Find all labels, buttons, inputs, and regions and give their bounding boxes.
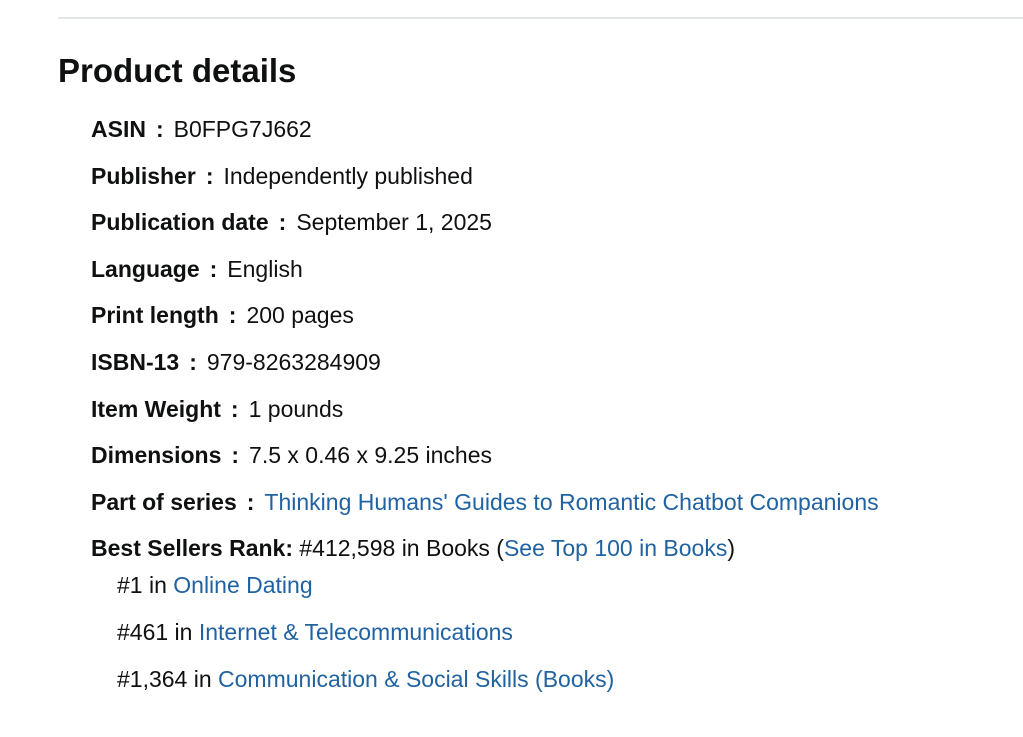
detail-row: Item Weight:1 pounds xyxy=(91,394,343,424)
rank-close: ) xyxy=(727,535,735,562)
sub-rank-category[interactable]: Internet & Telecommunications xyxy=(198,619,513,645)
separator: : xyxy=(155,116,164,142)
rank-link[interactable]: See Top 100 in Books xyxy=(503,535,728,562)
sub-rank: #1,364 in xyxy=(117,665,212,692)
detail-label: Publisher xyxy=(91,162,196,189)
separator: : xyxy=(278,209,287,236)
separator: : xyxy=(189,349,197,375)
sub-rank-category[interactable]: Online Dating xyxy=(173,572,313,599)
detail-label: Dimensions xyxy=(91,442,222,469)
sub-rank: #1 in xyxy=(117,572,167,599)
sub-rank-category[interactable]: Communication & Social Skills (Books) xyxy=(218,665,615,692)
separator: : xyxy=(246,488,255,515)
separator: : xyxy=(230,395,239,422)
section-title: Product details xyxy=(58,52,297,89)
detail-row: ISBN-13:979-8263284909 xyxy=(91,347,381,377)
separator: : xyxy=(228,302,237,329)
detail-label: Part of series xyxy=(91,488,237,515)
detail-value: 7.5 x 0.46 x 9.25 inches xyxy=(249,442,492,469)
detail-label: Item Weight xyxy=(91,395,221,422)
detail-value: September 1, 2025 xyxy=(296,209,492,236)
rank-row: Best Sellers Rank: #412,598 in Books (Se… xyxy=(91,533,735,563)
sub-rank-row: #461 in Internet & Telecommunications xyxy=(117,617,513,647)
detail-row: Language: English xyxy=(91,254,303,284)
detail-label: Language xyxy=(91,255,200,282)
detail-label: Print length xyxy=(91,302,219,329)
detail-link[interactable]: Thinking Humans' Guides to Romantic Chat… xyxy=(264,488,879,515)
detail-row: Publisher: Independently published xyxy=(91,161,473,191)
separator: : xyxy=(209,255,218,282)
detail-label: ISBN-13 xyxy=(91,349,180,375)
detail-row: Dimensions:7.5 x 0.46 x 9.25 inches xyxy=(91,440,492,470)
detail-row: ASIN: B0FPG7J662 xyxy=(91,114,312,144)
separator: : xyxy=(231,442,240,469)
detail-value: Independently published xyxy=(223,162,473,189)
detail-row: Print length:200 pages xyxy=(91,300,354,330)
detail-value: B0FPG7J662 xyxy=(173,116,312,142)
detail-value: 200 pages xyxy=(246,302,354,329)
rank-label: Best Sellers Rank: xyxy=(91,535,293,562)
sub-rank-row: #1 in Online Dating xyxy=(117,570,313,600)
detail-value: English xyxy=(227,255,303,282)
detail-value: 1 pounds xyxy=(248,395,344,422)
detail-label: ASIN xyxy=(91,116,146,142)
detail-row: Part of series: Thinking Humans' Guides t… xyxy=(91,487,879,517)
sub-rank-row: #1,364 in Communication & Social Skills … xyxy=(117,664,614,694)
divider xyxy=(58,17,1023,19)
detail-row: Publication date: September 1, 2025 xyxy=(91,207,492,237)
detail-value: 979-8263284909 xyxy=(206,349,381,375)
separator: : xyxy=(205,162,214,189)
detail-label: Publication date xyxy=(91,209,269,236)
rank-text: #412,598 in Books ( xyxy=(299,535,504,562)
sub-rank: #461 in xyxy=(117,619,193,645)
